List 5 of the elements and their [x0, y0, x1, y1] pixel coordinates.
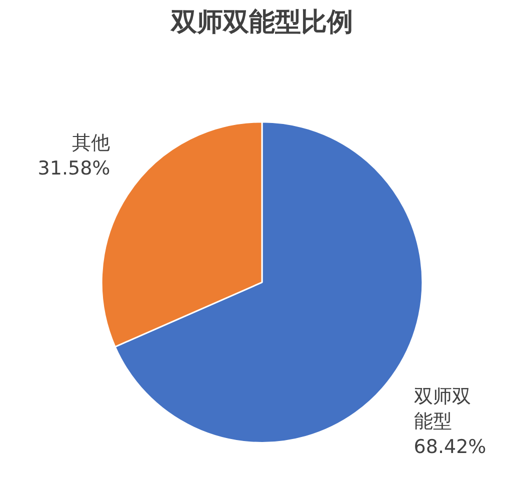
- slice-label: 双师双能型: [414, 385, 471, 433]
- data-label: 68.42%: [414, 436, 486, 458]
- chart-title: 双师双能型比例: [170, 8, 353, 38]
- data-label: 31.58%: [38, 157, 110, 180]
- slice-label: 其他: [72, 132, 110, 154]
